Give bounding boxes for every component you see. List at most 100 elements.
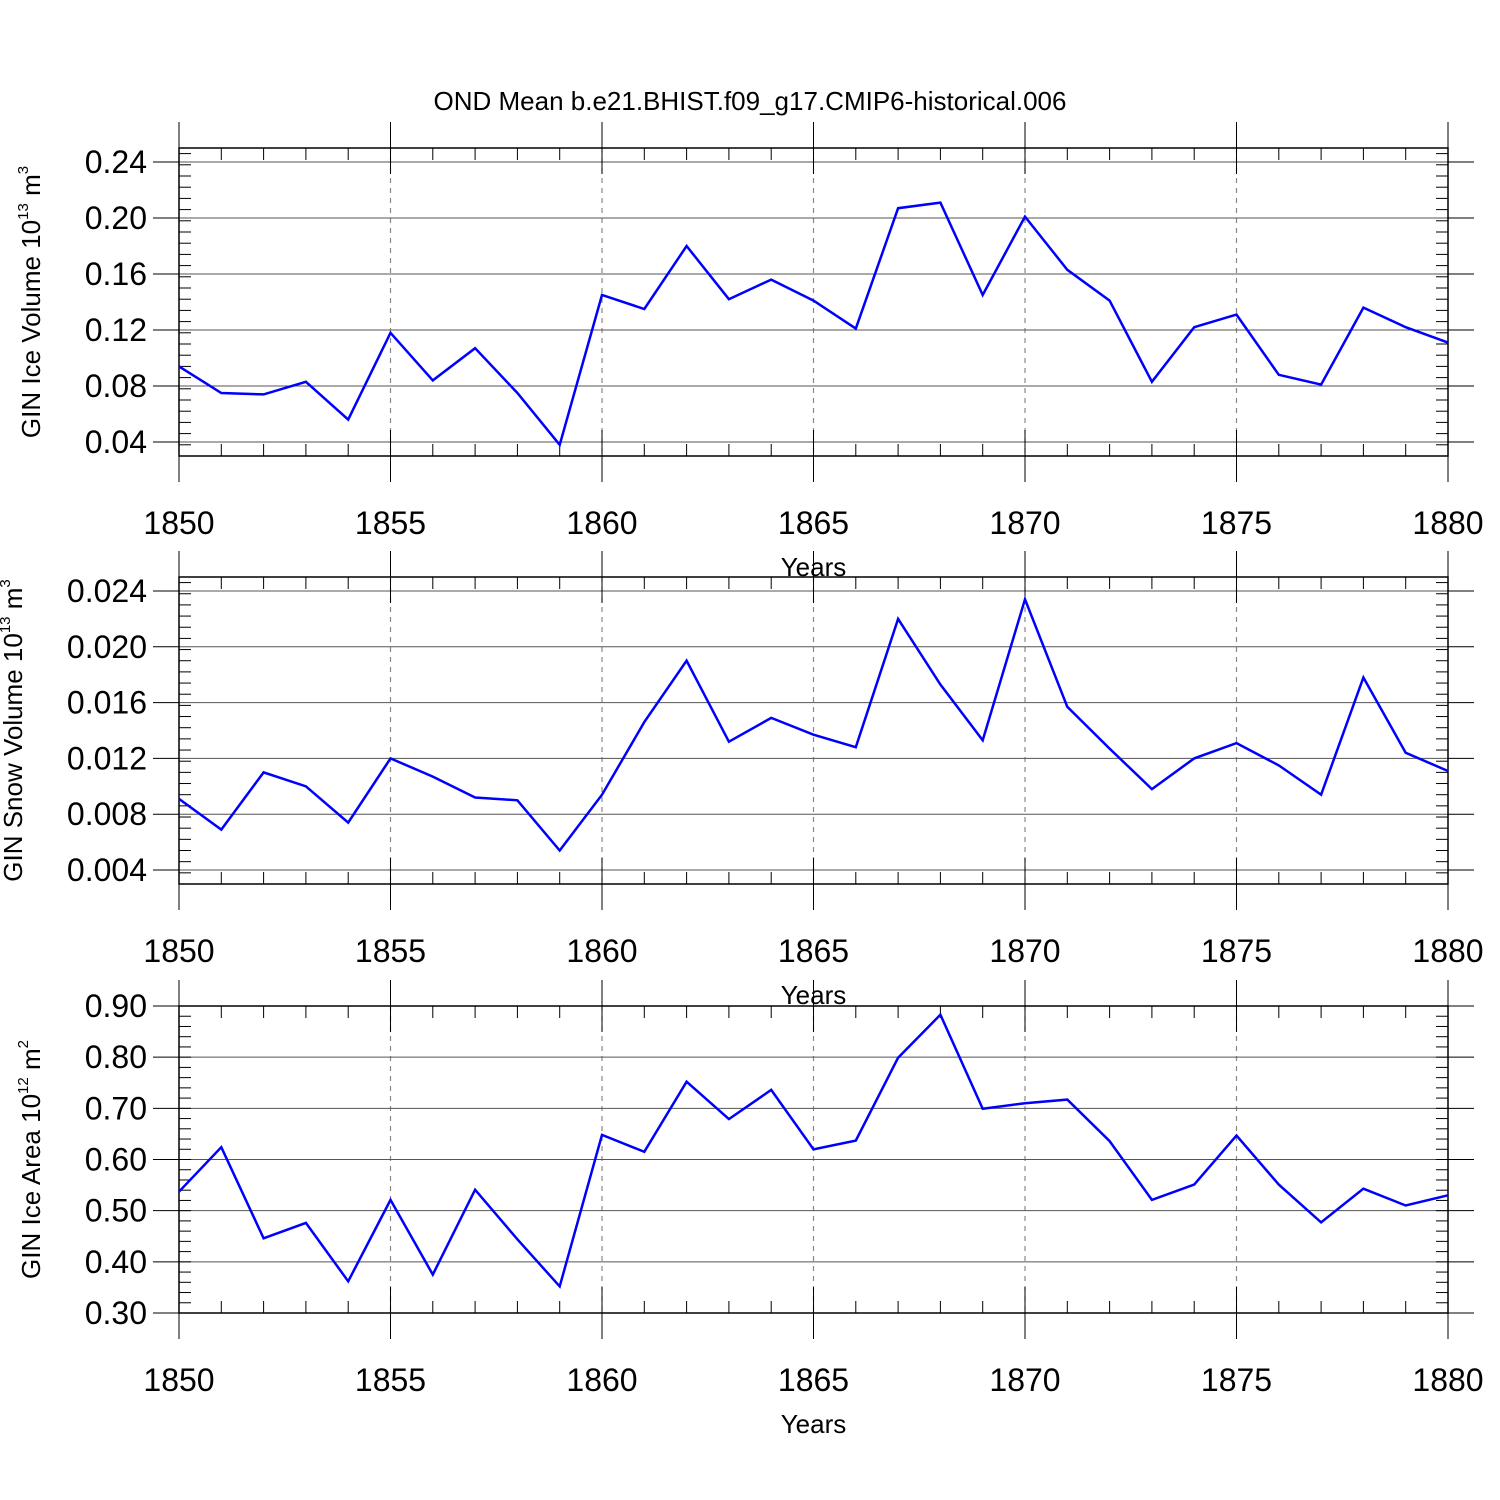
data-point <box>685 245 687 247</box>
data-point <box>1320 383 1322 385</box>
data-point <box>1066 706 1068 708</box>
y-tick-label: 0.30 <box>85 1295 147 1331</box>
data-point <box>1235 1134 1237 1136</box>
data-point <box>728 1118 730 1120</box>
panel-ice-volume: 0.04 0.08 0.12 0.16 0.20 0.24 1850 1855 1860 1865… <box>15 122 1484 582</box>
data-point <box>220 392 222 394</box>
x-tick-label: 1860 <box>566 1362 637 1398</box>
x-tick-label: 1860 <box>566 505 637 541</box>
data-point <box>347 821 349 823</box>
data-point <box>1108 747 1110 749</box>
y-tick-label: 0.90 <box>85 988 147 1024</box>
data-point <box>262 1237 264 1239</box>
y-tick-label: 0.16 <box>85 256 147 292</box>
data-point <box>1066 269 1068 271</box>
x-tick-label: 1870 <box>989 933 1060 969</box>
data-point <box>1193 757 1195 759</box>
data-point <box>1362 676 1364 678</box>
data-point <box>347 1280 349 1282</box>
x-tick-label: 1865 <box>778 933 849 969</box>
data-point <box>812 299 814 301</box>
data-point <box>897 1056 899 1058</box>
y-tick-label: 0.20 <box>85 200 147 236</box>
data-point <box>178 1191 180 1193</box>
data-point <box>474 796 476 798</box>
data-point <box>601 1134 603 1136</box>
data-point <box>1151 381 1153 383</box>
data-point <box>389 332 391 334</box>
y-axis-label: GIN Snow Volume 1013 m3 <box>0 579 28 882</box>
data-point <box>1278 374 1280 376</box>
data-point <box>559 444 561 446</box>
data-point <box>939 683 941 685</box>
data-point <box>939 1013 941 1015</box>
x-tick-label: 1880 <box>1412 1362 1483 1398</box>
data-point <box>770 278 772 280</box>
data-point <box>982 1108 984 1110</box>
x-tick-label: 1870 <box>989 505 1060 541</box>
data-point <box>728 298 730 300</box>
y-tick-label: 0.016 <box>67 685 147 721</box>
data-point <box>1447 341 1449 343</box>
data-point <box>770 717 772 719</box>
data-point <box>432 775 434 777</box>
data-point <box>1447 1194 1449 1196</box>
y-tick-label: 0.012 <box>67 740 147 776</box>
data-point <box>262 393 264 395</box>
y-tick-label: 0.008 <box>67 796 147 832</box>
x-axis-label: Years <box>781 1409 847 1439</box>
data-point <box>432 1273 434 1275</box>
y-tick-label: 0.24 <box>85 144 147 180</box>
data-point <box>220 828 222 830</box>
data-point <box>643 721 645 723</box>
data-point <box>220 1146 222 1148</box>
data-point <box>728 740 730 742</box>
data-point <box>1193 326 1195 328</box>
data-point <box>1024 1102 1026 1104</box>
x-tick-label: 1855 <box>355 1362 426 1398</box>
data-point <box>516 392 518 394</box>
data-point <box>1235 742 1237 744</box>
x-tick-label: 1875 <box>1201 933 1272 969</box>
data-point <box>559 849 561 851</box>
data-point <box>305 381 307 383</box>
data-point <box>939 201 941 203</box>
data-point <box>982 739 984 741</box>
data-point <box>812 733 814 735</box>
data-point <box>685 1081 687 1083</box>
data-point <box>855 746 857 748</box>
data-point <box>1362 306 1364 308</box>
data-point <box>855 1139 857 1141</box>
y-tick-label: 0.08 <box>85 368 147 404</box>
data-point <box>855 327 857 329</box>
data-point <box>1447 770 1449 772</box>
x-tick-label: 1875 <box>1201 505 1272 541</box>
data-point <box>1108 1140 1110 1142</box>
data-point <box>643 308 645 310</box>
data-point <box>685 660 687 662</box>
data-point <box>1108 299 1110 301</box>
data-point <box>1405 752 1407 754</box>
data-point <box>897 207 899 209</box>
series-line <box>178 595 1449 853</box>
data-point <box>178 365 180 367</box>
x-tick-label: 1870 <box>989 1362 1060 1398</box>
data-point <box>1151 1199 1153 1201</box>
data-point <box>516 799 518 801</box>
y-tick-label: 0.70 <box>85 1090 147 1126</box>
y-tick-label: 0.60 <box>85 1142 147 1178</box>
panel-ice-area: 0.30 0.40 0.50 0.60 0.70 0.80 0.90 1850 1855 1860… <box>15 980 1484 1439</box>
data-point <box>1362 1187 1364 1189</box>
data-point <box>601 793 603 795</box>
y-tick-label: 0.80 <box>85 1039 147 1075</box>
data-point <box>982 294 984 296</box>
data-point <box>1024 598 1026 600</box>
data-point <box>389 757 391 759</box>
series-line <box>178 201 1449 448</box>
x-tick-label: 1875 <box>1201 1362 1272 1398</box>
data-point <box>305 1222 307 1224</box>
data-point <box>1405 1204 1407 1206</box>
y-tick-label: 0.40 <box>85 1244 147 1280</box>
